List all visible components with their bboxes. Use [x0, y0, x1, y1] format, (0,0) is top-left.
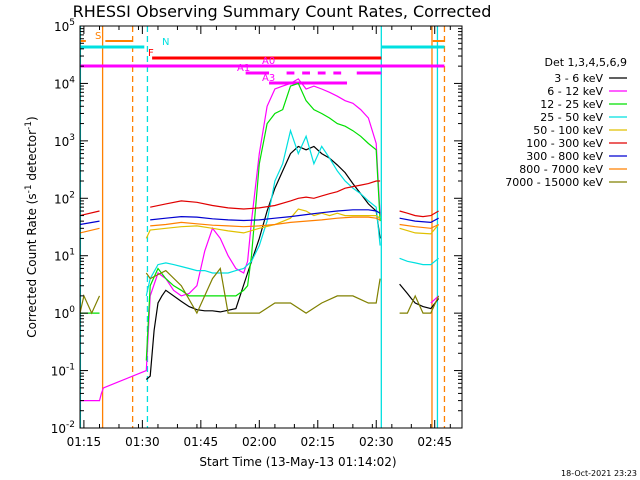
legend-label-4: 50 - 100 keV: [533, 124, 603, 137]
y-axis-label-sup-1: -1: [24, 184, 34, 193]
y-axis-label: Corrected Count Rate (s-1 detector-1): [24, 116, 39, 337]
count-rate-series: [79, 78, 440, 402]
flag-label-N: N: [162, 37, 169, 48]
y-axis-label-suffix: detector: [25, 130, 39, 185]
y-tick-label-5: 103: [54, 133, 75, 149]
y-tick-base: 10: [51, 422, 66, 436]
series-line-6: [79, 209, 439, 226]
y-tick-exponent: 4: [69, 75, 75, 85]
y-tick-label-7: 105: [54, 18, 75, 34]
plot-frame: [79, 25, 463, 429]
y-tick-base: 10: [54, 250, 69, 264]
x-tick-label-6: 02:45: [417, 435, 452, 449]
legend-title: Det 1,3,4,5,6,9: [544, 56, 627, 69]
y-tick-label-4: 102: [54, 190, 75, 206]
legend-label-8: 7000 - 15000 keV: [505, 176, 603, 189]
series-line-4: [145, 208, 440, 239]
x-tick-label-5: 02:30: [359, 435, 394, 449]
series-line-5: [79, 180, 439, 218]
series-line-7: [79, 216, 439, 234]
series-line-8: [79, 267, 440, 315]
series-line-0: [145, 145, 440, 380]
y-axis-label-sup-2: -1: [24, 121, 34, 130]
legend-label-0: 3 - 6 keV: [554, 72, 603, 85]
y-tick-base: 10: [51, 365, 66, 379]
y-tick-base: 10: [54, 192, 69, 206]
y-tick-base: 10: [54, 77, 69, 91]
x-tick-label-0: 01:15: [67, 435, 102, 449]
flag-label-A1: A1: [237, 63, 250, 74]
x-axis: 01:15 01:30 01:45 02:00 02:15 02:30 02:45: [67, 26, 452, 449]
y-tick-exponent: -1: [66, 363, 75, 373]
y-tick-base: 10: [54, 307, 69, 321]
y-tick-label-6: 104: [54, 75, 75, 91]
y-tick-label-0: 10-2: [51, 420, 75, 436]
state-flag-bars: S NF A0 A1 A3: [80, 31, 445, 85]
series-line-3: [145, 128, 439, 297]
x-tick-label-1: 01:30: [125, 435, 160, 449]
x-axis-label: Start Time (13-May-13 01:14:02): [199, 455, 396, 469]
flag-label-A0: A0: [262, 56, 275, 67]
x-tick-label-4: 02:15: [300, 435, 335, 449]
x-tick-label-3: 02:00: [242, 435, 277, 449]
instrument-state-lines: [79, 26, 446, 428]
legend-label-1: 6 - 12 keV: [547, 85, 603, 98]
y-axis-label-close: ): [25, 116, 39, 121]
y-tick-exponent: -2: [66, 420, 75, 430]
y-tick-label-2: 100: [54, 305, 75, 321]
legend-label-3: 25 - 50 keV: [540, 111, 603, 124]
legend-label-6: 300 - 800 keV: [526, 150, 603, 163]
x-tick-label-2: 01:45: [184, 435, 219, 449]
y-tick-exponent: 5: [69, 18, 75, 28]
y-tick-base: 10: [54, 20, 69, 34]
flag-label-F: F: [148, 48, 154, 59]
legend-label-5: 100 - 300 keV: [526, 137, 603, 150]
y-tick-exponent: 3: [69, 133, 75, 143]
y-tick-exponent: 1: [69, 248, 75, 258]
generation-timestamp: 18-Oct-2021 23:23: [561, 469, 637, 478]
series-line-2: [80, 82, 381, 361]
chart-title: RHESSI Observing Summary Count Rates, Co…: [73, 2, 492, 21]
legend-label-7: 800 - 7000 keV: [519, 163, 603, 176]
y-tick-label-3: 101: [54, 248, 75, 264]
y-tick-exponent: 2: [69, 190, 75, 200]
flag-label-A3: A3: [262, 73, 275, 84]
y-tick-base: 10: [54, 135, 69, 149]
y-tick-exponent: 0: [69, 305, 75, 315]
legend-label-2: 12 - 25 keV: [540, 98, 603, 111]
flag-label-S: S: [95, 31, 101, 42]
y-tick-label-1: 10-1: [51, 363, 75, 379]
y-axis-label-prefix: Corrected Count Rate (s: [25, 193, 39, 337]
